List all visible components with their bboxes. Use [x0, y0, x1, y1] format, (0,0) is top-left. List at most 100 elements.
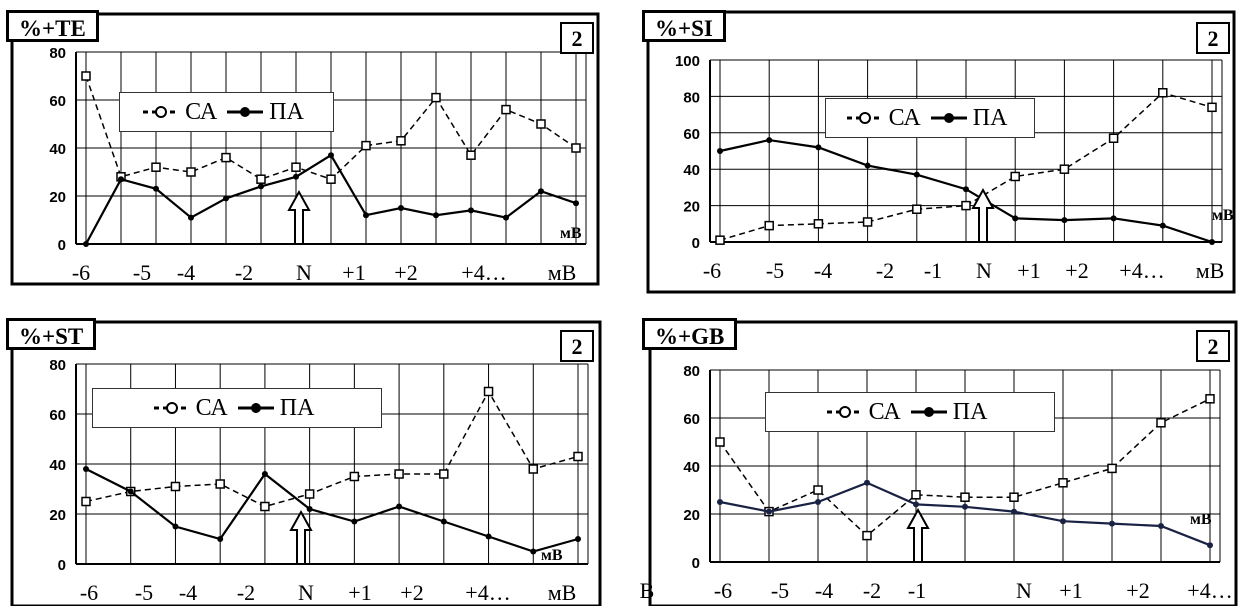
- x-tick-label: -1: [908, 578, 926, 603]
- data-point-pa: [864, 479, 870, 486]
- data-point-pa: [1207, 542, 1213, 549]
- data-point-pa: [398, 205, 404, 211]
- y-tick-label: 80: [49, 357, 66, 374]
- legend-pa-marker: [930, 113, 967, 123]
- x-tick-label: мВ: [548, 260, 577, 285]
- data-point-ca: [221, 152, 231, 163]
- panel-frame: [646, 10, 1236, 294]
- panel-frame: [648, 320, 1238, 606]
- data-point-ca: [326, 174, 336, 184]
- data-point-pa: [1012, 215, 1019, 222]
- data-point-pa: [1109, 520, 1115, 527]
- data-point-ca: [1205, 394, 1215, 404]
- x-tick-label: мВ: [548, 580, 577, 605]
- data-point-ca: [813, 485, 823, 495]
- data-point-pa: [433, 212, 439, 219]
- data-point-pa: [963, 186, 969, 193]
- x-tick-label: -4: [815, 578, 833, 603]
- x-tick-label: -4: [814, 258, 832, 283]
- data-point-ca: [573, 451, 583, 462]
- series-line: [85, 389, 579, 508]
- chart-svg: 0 20 40 60 80 -6 -5 -4 -2 -1 N +1 +2 +4… мВ мВ: [640, 320, 1238, 606]
- data-point-pa: [153, 185, 159, 192]
- data-point-ca: [81, 496, 91, 507]
- unit-label: мВ: [560, 225, 582, 242]
- data-point-ca: [862, 217, 873, 227]
- x-tick-label: -4: [179, 580, 197, 605]
- legend-pa-label: ПА: [269, 98, 304, 125]
- data-point-ca: [260, 501, 270, 512]
- legend-ca-marker: [143, 106, 180, 118]
- data-point-ca: [215, 479, 225, 489]
- data-point-pa: [217, 536, 224, 542]
- panel-number: 2: [1196, 330, 1230, 362]
- arrow-up-icon: [906, 507, 930, 563]
- x-tick-label: +1: [1059, 578, 1082, 603]
- unit-label: мВ: [1190, 511, 1212, 528]
- data-point-pa: [188, 214, 194, 221]
- legend: СА ПА: [92, 388, 382, 428]
- data-point-pa: [127, 488, 134, 495]
- data-point-ca: [361, 140, 371, 151]
- chart-panel-gb: 0 20 40 60 80 -6 -5 -4 -2 -1 N +1 +2 +4… мВ мВ %+GB 2 С…: [640, 310, 1240, 606]
- legend-pa-marker: [237, 403, 274, 413]
- data-point-ca: [256, 174, 266, 184]
- series-line: [85, 468, 579, 553]
- legend-ca-label: СА: [185, 98, 218, 125]
- data-point-pa: [485, 533, 492, 540]
- data-point-ca: [862, 530, 872, 541]
- data-point-pa: [913, 501, 919, 508]
- data-point-pa: [396, 503, 403, 510]
- data-point-ca: [528, 464, 539, 474]
- data-point-pa: [962, 503, 968, 510]
- data-point-pa: [261, 471, 268, 477]
- data-point-ca: [960, 492, 970, 502]
- data-point-ca: [764, 220, 774, 231]
- chart-svg: 0 20 40 60 80 -6 -5 -4 -2 N +1 +2 +4… мВ мВ: [10, 12, 600, 286]
- panel-number: 2: [560, 330, 594, 362]
- data-point-ca: [291, 162, 301, 172]
- x-tick-label: +2: [394, 260, 417, 285]
- data-point-pa: [1159, 222, 1166, 229]
- arrow-up-icon: [289, 509, 313, 565]
- y-tick-label: 0: [58, 557, 66, 574]
- data-point-ca: [396, 136, 406, 146]
- data-point-ca: [1058, 478, 1068, 488]
- data-point-ca: [813, 219, 824, 229]
- x-tick-label: мВ: [1196, 258, 1225, 283]
- panel-title: %+SI: [642, 10, 726, 42]
- data-point-ca: [571, 143, 581, 153]
- y-tick-label: 20: [49, 189, 66, 206]
- x-tick-label: +2: [1126, 578, 1149, 603]
- data-point-ca: [81, 71, 91, 81]
- data-point-pa: [1158, 523, 1164, 529]
- legend-ca-label: СА: [195, 394, 228, 421]
- data-point-ca: [394, 469, 404, 479]
- panel-frame: [10, 12, 600, 286]
- data-point-ca: [1010, 171, 1020, 182]
- panel-title: %+GB: [642, 318, 738, 350]
- data-point-ca: [536, 119, 546, 129]
- y-tick-label: 40: [683, 162, 700, 179]
- y-tick-label: 20: [683, 199, 700, 216]
- x-tick-label: +1: [1017, 258, 1040, 283]
- panel-title: %+TE: [6, 10, 99, 42]
- y-tick-label: 40: [683, 459, 700, 476]
- legend-ca-marker: [153, 402, 190, 414]
- legend-ca-marker: [846, 112, 883, 124]
- y-tick-label: 0: [692, 555, 700, 572]
- data-point-ca: [1158, 88, 1168, 98]
- x-tick-label: -6: [714, 578, 732, 603]
- series-line: [719, 398, 1211, 537]
- data-point-ca: [186, 167, 196, 177]
- data-point-pa: [1110, 215, 1117, 222]
- y-tick-label: 0: [58, 237, 66, 254]
- data-point-pa: [1061, 217, 1068, 224]
- y-tick-label: 60: [49, 93, 66, 110]
- data-point-ca: [483, 386, 494, 397]
- data-point-pa: [864, 162, 871, 169]
- y-tick-label: 80: [49, 45, 66, 62]
- x-tick-label: +4…: [461, 260, 506, 285]
- data-point-pa: [440, 518, 447, 525]
- data-point-pa: [717, 148, 723, 154]
